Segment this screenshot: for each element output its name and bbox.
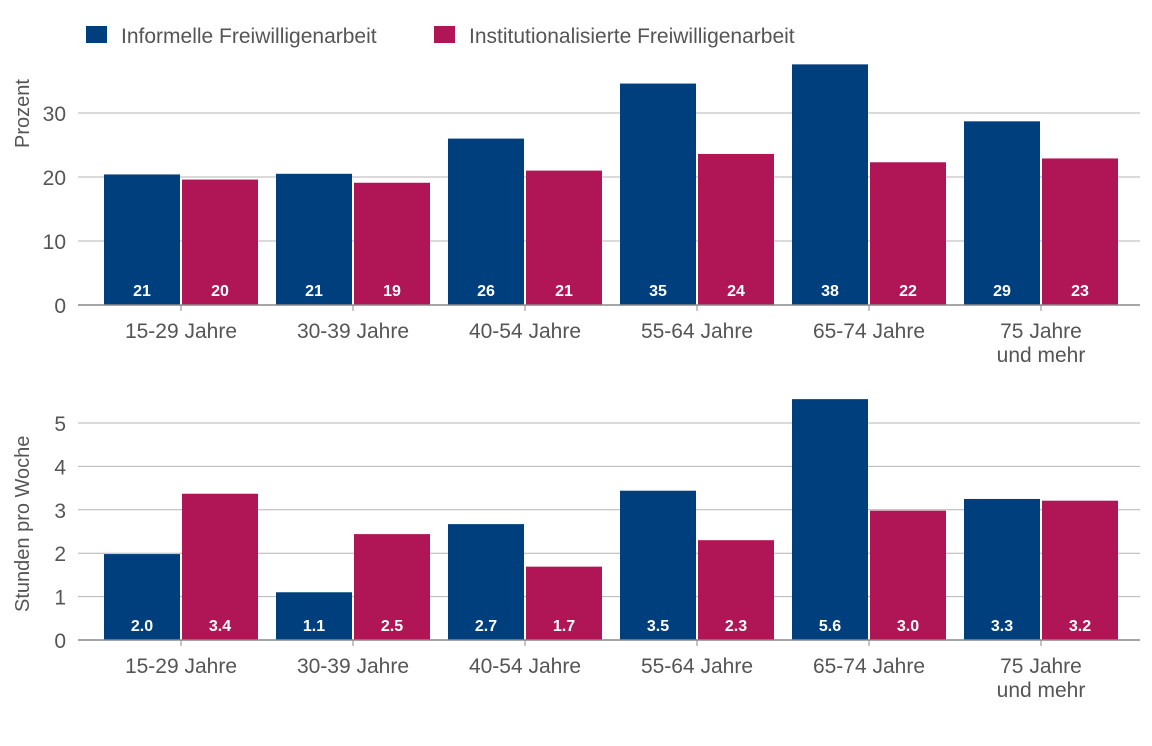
bar-informal <box>276 592 352 640</box>
x-tick-label: 75 Jahre <box>1000 320 1082 343</box>
x-tick-label: 75 Jahre <box>1000 655 1082 678</box>
data-label: 3.5 <box>647 618 669 635</box>
legend-label-institutional: Institutionalisierte Freiwilligenarbeit <box>469 25 795 48</box>
data-label: 2.5 <box>381 618 403 635</box>
y-tick-label: 1 <box>54 587 66 610</box>
bar-institutional <box>698 153 774 305</box>
data-label: 19 <box>383 283 401 300</box>
data-label: 1.7 <box>553 618 575 635</box>
data-label: 2.3 <box>725 618 747 635</box>
bar-informal <box>964 498 1040 640</box>
x-tick-label: 30-39 Jahre <box>297 320 409 343</box>
data-label: 2.7 <box>475 618 497 635</box>
bar-institutional <box>182 493 258 640</box>
x-tick-label: 40-54 Jahre <box>469 655 581 678</box>
y-tick-label: 3 <box>54 500 66 523</box>
data-label: 21 <box>133 283 151 300</box>
bar-informal <box>620 490 696 640</box>
bar-institutional <box>870 510 946 640</box>
x-tick-label: 55-64 Jahre <box>641 320 753 343</box>
y-tick-label: 0 <box>54 630 66 653</box>
bar-institutional <box>354 534 430 640</box>
data-label: 3.0 <box>897 618 919 635</box>
y-tick-label: 30 <box>43 103 66 126</box>
data-label: 3.2 <box>1069 618 1091 635</box>
data-label: 35 <box>649 283 667 300</box>
x-tick-label: 40-54 Jahre <box>469 320 581 343</box>
y-tick-label: 4 <box>54 456 66 479</box>
data-label: 38 <box>821 283 839 300</box>
data-label: 26 <box>477 283 495 300</box>
x-tick-label: 30-39 Jahre <box>297 655 409 678</box>
data-label: 3.4 <box>209 618 231 635</box>
data-label: 21 <box>555 283 573 300</box>
x-tick-label: 55-64 Jahre <box>641 655 753 678</box>
legend-swatch-informal <box>86 26 107 43</box>
bar-informal <box>620 83 696 305</box>
x-tick-label: 15-29 Jahre <box>125 655 237 678</box>
bar-informal <box>104 554 180 640</box>
legend: Informelle Freiwilligenarbeit Institutio… <box>86 25 795 48</box>
bar-informal <box>448 524 524 640</box>
y-tick-label: 0 <box>54 295 66 318</box>
bar-institutional <box>182 179 258 305</box>
legend-swatch-institutional <box>434 26 455 43</box>
legend-label-informal: Informelle Freiwilligenarbeit <box>121 25 377 48</box>
bar-institutional <box>1042 158 1118 305</box>
data-label: 21 <box>305 283 323 300</box>
bar-institutional <box>526 566 602 640</box>
bar-institutional <box>354 182 430 305</box>
data-label: 22 <box>899 283 917 300</box>
data-label: 29 <box>993 283 1011 300</box>
y-tick-label: 20 <box>43 167 66 190</box>
data-label: 1.1 <box>303 618 325 635</box>
x-tick-label: 65-74 Jahre <box>813 655 925 678</box>
y-tick-label: 10 <box>43 231 66 254</box>
bar-institutional <box>526 170 602 305</box>
bar-institutional <box>1042 500 1118 640</box>
bar-informal <box>448 138 524 305</box>
x-tick-label: und mehr <box>997 679 1086 702</box>
y-axis-label-bottom: Stunden pro Woche <box>12 436 34 612</box>
bar-informal <box>104 174 180 305</box>
y-tick-label: 2 <box>54 543 66 566</box>
data-label: 20 <box>211 283 229 300</box>
data-label: 2.0 <box>131 618 153 635</box>
y-axis-label-top: Prozent <box>12 79 34 148</box>
bar-institutional <box>698 540 774 640</box>
data-label: 5.6 <box>819 618 841 635</box>
x-tick-label: 15-29 Jahre <box>125 320 237 343</box>
y-tick-label: 5 <box>54 413 66 436</box>
data-label: 24 <box>727 283 745 300</box>
data-label: 3.3 <box>991 618 1013 635</box>
bar-institutional <box>870 162 946 305</box>
x-tick-label: und mehr <box>997 344 1086 367</box>
bar-informal <box>792 64 868 305</box>
bar-informal <box>792 399 868 640</box>
bar-informal <box>964 121 1040 305</box>
data-label: 23 <box>1071 283 1089 300</box>
x-tick-label: 65-74 Jahre <box>813 320 925 343</box>
bar-informal <box>276 173 352 305</box>
